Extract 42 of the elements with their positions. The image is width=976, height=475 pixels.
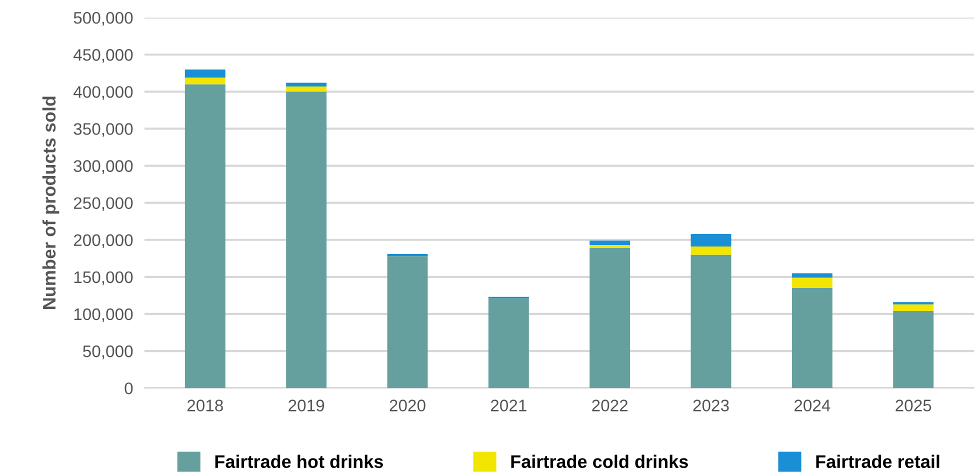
y-tick-label: 350,000: [74, 123, 133, 137]
bar: [690, 234, 732, 247]
legend-label: Fairtrade retail: [816, 454, 940, 468]
bar: [893, 311, 934, 388]
bar: [590, 240, 630, 246]
bar: [184, 84, 226, 388]
bar: [286, 86, 327, 92]
x-tick-label: 2022: [592, 400, 628, 412]
y-axis-title: Number of products sold: [42, 96, 60, 309]
bar: [286, 92, 327, 388]
legend-label: Fairtrade cold drinks: [511, 454, 688, 468]
y-tick-label: 100,000: [74, 308, 133, 322]
x-tick-label: 2021: [490, 400, 526, 412]
x-tick-label: 2018: [187, 400, 223, 412]
bar: [792, 273, 832, 278]
x-tick-label: 2024: [794, 400, 830, 412]
bar: [184, 69, 226, 78]
bar: [792, 288, 832, 388]
y-tick-label: 250,000: [74, 197, 133, 211]
y-tick-label: 500,000: [74, 12, 133, 26]
bar: [387, 256, 428, 388]
x-tick-label: 2023: [693, 400, 729, 412]
bar: [690, 246, 732, 255]
bar: [286, 82, 327, 86]
y-tick-label: 50,000: [83, 345, 133, 360]
bar: [184, 78, 226, 84]
legend-label: Fairtrade hot drinks: [215, 454, 383, 468]
bar: [690, 254, 732, 388]
bar: [590, 245, 630, 248]
bar: [590, 248, 630, 388]
y-tick-label: 450,000: [73, 49, 133, 63]
y-tick-label: 200,000: [74, 234, 133, 248]
y-tick-label: 150,000: [74, 271, 133, 286]
bar: [792, 278, 832, 288]
x-tick-label: 2025: [896, 400, 932, 412]
x-tick-label: 2019: [288, 400, 324, 412]
bar: [893, 304, 934, 312]
y-tick-label: 300,000: [74, 160, 133, 174]
x-tick-label: 2020: [390, 400, 426, 412]
y-tick-label: 400,000: [73, 86, 133, 100]
y-tick-label: 0: [124, 382, 133, 394]
bar: [488, 298, 529, 388]
